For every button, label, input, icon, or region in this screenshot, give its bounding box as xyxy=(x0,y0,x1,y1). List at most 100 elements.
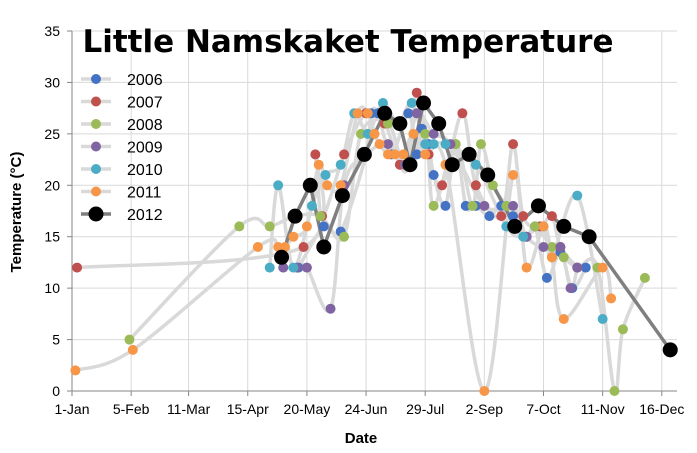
data-point-2010 xyxy=(320,170,331,180)
data-point-2011 xyxy=(408,128,419,139)
data-point-2008 xyxy=(617,324,628,335)
data-point-2009 xyxy=(411,108,422,119)
legend-item-2006: 2006 xyxy=(81,72,163,89)
legend-label: 2009 xyxy=(127,140,163,157)
data-point-2008 xyxy=(558,252,569,263)
legend: 2006 2007 2008 2009 2010 2011 2012 xyxy=(81,72,163,224)
data-point-2012 xyxy=(556,218,572,234)
x-tick-label: 2-Sep xyxy=(466,401,504,417)
data-point-2008 xyxy=(420,128,431,139)
data-point-2008 xyxy=(315,211,326,222)
data-point-2010 xyxy=(406,98,417,108)
data-point-2012 xyxy=(581,229,597,245)
legend-item-2011: 2011 xyxy=(81,185,162,202)
legend-marker xyxy=(91,96,101,107)
series-layer xyxy=(70,87,678,396)
data-point-2010 xyxy=(428,139,439,150)
data-point-2008 xyxy=(383,118,394,129)
data-point-2012 xyxy=(316,239,332,255)
data-point-2011 xyxy=(288,231,299,242)
data-point-2011 xyxy=(369,128,380,139)
data-point-2008 xyxy=(639,272,650,283)
data-point-2012 xyxy=(507,218,523,234)
series-markers-2008 xyxy=(124,118,650,396)
data-point-2011 xyxy=(597,262,608,273)
data-point-2011 xyxy=(558,314,569,324)
legend-label: 2007 xyxy=(127,95,163,112)
data-point-2011 xyxy=(322,180,333,191)
y-tick-label: 30 xyxy=(44,74,60,90)
data-point-2008 xyxy=(428,200,439,211)
data-point-2009 xyxy=(538,242,549,252)
data-point-2012 xyxy=(402,157,418,173)
data-point-2010 xyxy=(470,159,481,170)
data-point-2011 xyxy=(389,149,400,160)
y-tick-label: 15 xyxy=(44,229,60,245)
data-point-2012 xyxy=(302,177,318,193)
data-point-2006 xyxy=(508,211,519,222)
data-point-2011 xyxy=(279,242,290,252)
y-tick-label: 0 xyxy=(52,383,60,399)
legend-item-2007: 2007 xyxy=(81,95,163,112)
legend-marker xyxy=(91,186,101,197)
data-point-2008 xyxy=(609,386,620,396)
legend-label: 2010 xyxy=(127,162,163,179)
data-point-2007 xyxy=(457,108,468,119)
data-point-2011 xyxy=(374,139,385,150)
data-point-2006 xyxy=(440,200,451,211)
data-point-2007 xyxy=(508,139,519,150)
data-point-2008 xyxy=(234,221,245,232)
x-tick-label: 1-Jan xyxy=(54,401,89,417)
data-point-2011 xyxy=(420,149,431,160)
data-point-2012 xyxy=(444,157,460,173)
data-point-2008 xyxy=(487,180,498,191)
data-point-2010 xyxy=(273,180,284,191)
data-point-2010 xyxy=(264,262,275,273)
data-point-2011 xyxy=(127,344,138,355)
data-point-2008 xyxy=(530,221,541,232)
y-tick-label: 25 xyxy=(44,126,60,142)
legend-marker xyxy=(91,141,101,152)
data-point-2010 xyxy=(518,231,529,242)
data-point-2007 xyxy=(437,180,448,191)
series-markers-2012 xyxy=(274,95,678,358)
x-tick-label: 5-Feb xyxy=(113,401,150,417)
axes: 1-Jan 5-Feb 11-Mar 15-Apr 20-May 24-Jun 29-Jul… xyxy=(44,23,684,417)
data-point-2008 xyxy=(124,334,135,345)
data-point-2010 xyxy=(335,159,346,170)
data-point-2009 xyxy=(508,200,519,211)
y-tick-label: 5 xyxy=(52,332,60,348)
data-point-2009 xyxy=(301,262,312,273)
data-point-2011 xyxy=(508,170,519,180)
x-axis-title: Date xyxy=(345,430,378,447)
y-axis-title: Temperature (°C) xyxy=(8,152,25,273)
data-point-2011 xyxy=(301,221,312,232)
x-tick-label: 24-Jun xyxy=(345,401,388,417)
x-tick-label: 20-May xyxy=(284,401,331,417)
data-point-2012 xyxy=(416,95,432,111)
data-point-2007 xyxy=(470,180,481,191)
data-point-2008 xyxy=(546,242,557,252)
data-point-2009 xyxy=(428,128,439,139)
data-point-2009 xyxy=(383,139,394,150)
series-markers-2011 xyxy=(70,108,617,396)
data-point-2012 xyxy=(431,116,447,132)
chart-title: Little Namskaket Temperature xyxy=(82,24,613,60)
data-point-2011 xyxy=(313,159,324,170)
x-tick-label: 7-Oct xyxy=(526,401,560,417)
data-point-2008 xyxy=(467,200,478,211)
data-point-2009 xyxy=(325,303,336,314)
data-point-2011 xyxy=(70,365,81,376)
data-point-2012 xyxy=(274,249,290,265)
data-point-2007 xyxy=(546,211,557,222)
data-point-2012 xyxy=(334,188,350,204)
legend-label: 2006 xyxy=(127,72,163,89)
data-point-2006 xyxy=(484,211,495,222)
gridlines xyxy=(71,30,677,391)
x-tick-label: 16-Dec xyxy=(639,401,684,417)
data-point-2007 xyxy=(411,87,422,98)
legend-marker xyxy=(91,119,101,129)
legend-item-2009: 2009 xyxy=(81,140,163,157)
x-tick-label: 29-Jul xyxy=(406,401,444,417)
